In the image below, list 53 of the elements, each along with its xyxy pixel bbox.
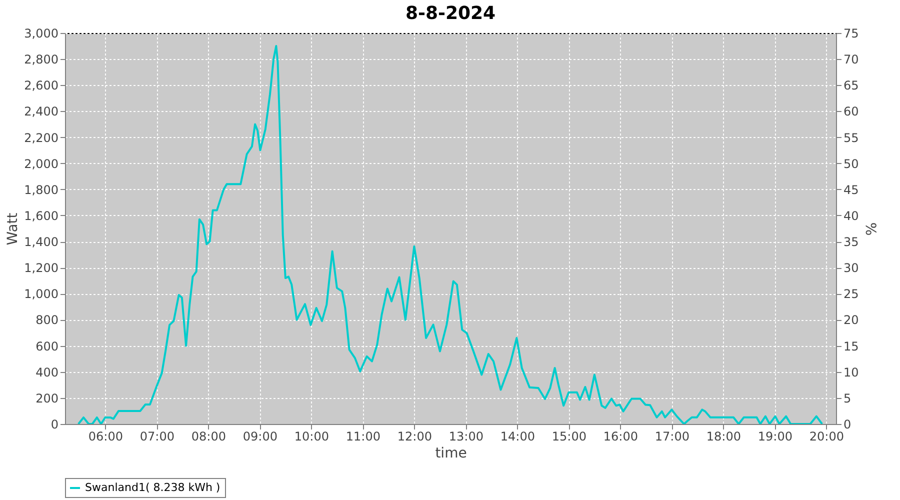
y2-tick-label: 35	[844, 235, 859, 250]
y-tick-label: 3,000	[24, 26, 58, 40]
y2-tick-label: 65	[844, 78, 859, 93]
x-tick-label: 18:00	[706, 430, 742, 444]
y2-tick-label: 30	[844, 261, 859, 276]
y2-tick-label: 0	[844, 418, 852, 432]
y2-tick-label: 70	[844, 52, 859, 67]
y-tick-label: 2,400	[24, 104, 58, 119]
y2-tick-label: 75	[844, 26, 859, 40]
y-tick-label: 800	[36, 313, 58, 328]
y-tick-label: 1,600	[24, 208, 58, 223]
y2-tick-label: 25	[844, 287, 859, 302]
x-tick-label: 19:00	[758, 430, 793, 444]
y-tick-label: 1,200	[24, 261, 58, 276]
y-axis-title: Watt	[5, 212, 22, 246]
y2-tick-label: 60	[844, 104, 859, 119]
x-tick-label: 11:00	[346, 430, 380, 444]
x-tick-label: 06:00	[88, 430, 123, 444]
y-tick-label: 2,600	[24, 78, 58, 93]
legend-label: Swanland1( 8.238 kWh )	[85, 481, 220, 494]
x-tick-label: 09:00	[242, 430, 278, 444]
y2-axis-title: %	[862, 222, 878, 236]
x-tick-label: 20:00	[809, 430, 844, 444]
y2-tick-label: 5	[844, 391, 852, 406]
y-tick-label: 1,000	[24, 287, 58, 302]
y-tick-label: 400	[36, 365, 58, 380]
x-tick-label: 15:00	[552, 430, 586, 444]
x-tick-label: 17:00	[654, 430, 690, 444]
x-tick-label: 10:00	[294, 430, 329, 444]
x-tick-label: 14:00	[500, 430, 535, 444]
line-series	[77, 45, 824, 424]
y2-tick-label: 50	[844, 156, 859, 171]
y-tick-label: 1,400	[24, 235, 58, 250]
y-tick-label: 1,800	[24, 182, 58, 197]
chart-title: 8-8-2024	[405, 3, 496, 24]
x-tick-label: 16:00	[603, 430, 638, 444]
x-tick-label: 13:00	[448, 430, 484, 444]
y2-tick-label: 15	[844, 339, 859, 354]
y-tick-label: 2,200	[24, 130, 58, 145]
y-tick-label: 600	[36, 339, 58, 354]
y2-tick-label: 55	[844, 130, 859, 145]
x-axis-title: time	[435, 446, 467, 462]
y-tick-label: 2,800	[24, 52, 58, 67]
x-tick-label: 12:00	[397, 430, 432, 444]
x-tick-label: 07:00	[140, 430, 174, 444]
y2-tick-label: 45	[844, 182, 859, 197]
y2-tick-label: 10	[844, 365, 859, 380]
y2-tick-label: 20	[844, 313, 859, 328]
x-tick-label: 08:00	[191, 430, 226, 444]
y-tick-label: 2,000	[24, 156, 58, 171]
y-tick-label: 0	[50, 418, 58, 432]
y-tick-label: 200	[36, 391, 58, 406]
y2-tick-label: 40	[844, 208, 859, 223]
